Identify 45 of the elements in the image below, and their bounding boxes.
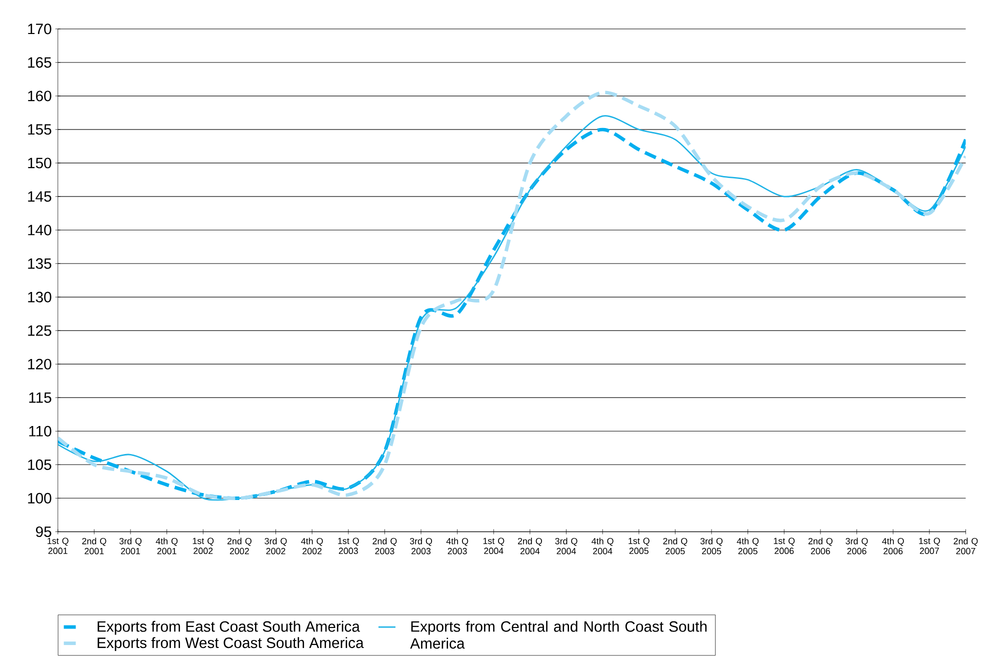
x-tick-label: 1st Q 2005 — [628, 538, 650, 554]
x-tick-label: 2nd Q 2001 — [82, 538, 106, 554]
x-tick-label: 1st Q 2001 — [48, 538, 68, 554]
x-tick-label: 4th Q 2002 — [301, 538, 323, 554]
x-tick-label: 1st Q 2004 — [483, 538, 504, 554]
x-tick-label: 4th Q 2001 — [156, 538, 178, 554]
x-tick-label: 4th Q 2003 — [446, 538, 468, 554]
y-tick-label: 170 — [28, 23, 52, 34]
x-tick-label: 2nd Q 2004 — [518, 538, 542, 554]
x-tick-label: 1st Q 2003 — [338, 538, 359, 554]
x-tick-label: 4th Q 2004 — [592, 538, 614, 554]
x-tick-label: 2nd Q 2007 — [954, 538, 978, 554]
y-tick-label: 115 — [29, 392, 52, 403]
x-tick-label: 3rd Q 2004 — [555, 538, 578, 554]
y-tick-label: 95 — [36, 526, 52, 537]
y-tick-label: 130 — [28, 292, 52, 302]
y-tick-label: 110 — [29, 426, 52, 436]
y-tick-label: 125 — [28, 325, 52, 336]
x-tick-label: 4th Q 2006 — [882, 538, 904, 554]
legend-label: Exports from Central and North Coast South America — [410, 620, 707, 649]
y-tick-label: 135 — [28, 258, 52, 269]
y-tick-label: 145 — [28, 191, 52, 202]
y-tick-label: 105 — [28, 459, 52, 470]
x-tick-label: 3rd Q 2006 — [846, 538, 868, 554]
y-tick-label: 140 — [28, 224, 52, 236]
x-tick-label: 2nd Q 2005 — [663, 538, 688, 554]
x-tick-label: 2nd Q 2002 — [227, 538, 252, 554]
x-tick-label: 1st Q 2007 — [919, 538, 940, 554]
y-tick-label: 150 — [28, 158, 52, 168]
y-tick-label: 155 — [28, 124, 52, 134]
x-tick-label: 3rd Q 2001 — [119, 538, 142, 554]
x-tick-label: 4th Q 2005 — [736, 538, 759, 554]
y-tick-label: 120 — [28, 358, 52, 370]
x-tick-label: 2nd Q 2003 — [372, 538, 397, 554]
y-tick-label: 165 — [28, 56, 52, 68]
x-tick-label: 3rd Q 2003 — [410, 538, 432, 554]
x-tick-label: 3rd Q 2002 — [264, 538, 287, 554]
x-tick-label: 1st Q 2002 — [192, 538, 214, 554]
legend-label: Exports from West Coast South America — [98, 636, 364, 651]
x-tick-label: 2nd Q 2006 — [808, 538, 832, 554]
x-tick-label: 1st Q 2006 — [774, 538, 795, 554]
legend-label: Exports from East Coast South America — [98, 620, 360, 635]
y-tick-label: 160 — [28, 90, 52, 102]
y-tick-label: 100 — [28, 492, 52, 504]
x-tick-label: 3rd Q 2005 — [700, 538, 723, 554]
